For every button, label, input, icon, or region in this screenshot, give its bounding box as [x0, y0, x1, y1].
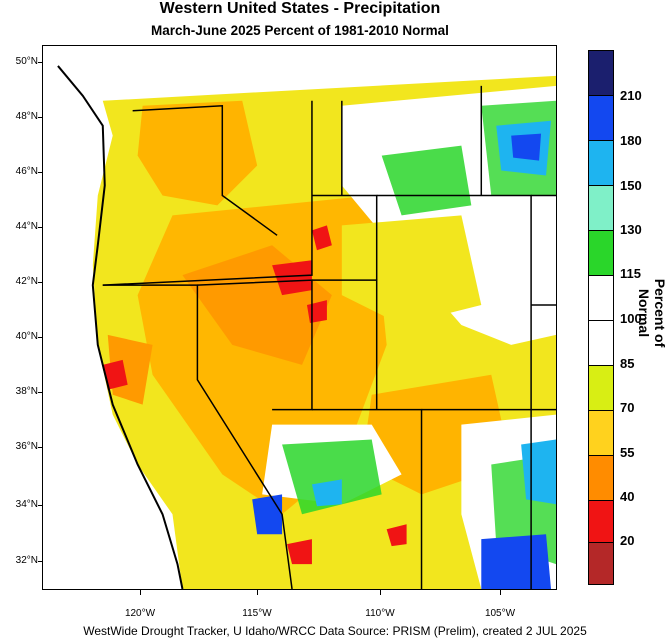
colorbar-bin-85-100	[589, 321, 613, 366]
map-subtitle: March-June 2025 Percent of 1981-2010 Nor…	[151, 23, 449, 38]
colorbar-label: 100	[620, 311, 642, 326]
lat-label-34: 34°N	[15, 499, 38, 510]
colorbar-label: 40	[620, 489, 635, 504]
lat-label-40: 40°N	[15, 331, 38, 342]
colorbar-bin-180-210	[589, 96, 613, 141]
colorbar-bin-20-40	[589, 501, 613, 543]
lat-label-38: 38°N	[15, 386, 38, 397]
lon-label-115w: 115°W	[242, 608, 272, 619]
precipitation-map	[42, 45, 557, 590]
colorbar-label: 20	[620, 533, 635, 548]
lat-label-44: 44°N	[15, 221, 38, 232]
lat-label-50: 50°N	[15, 56, 38, 67]
lon-label-120w: 120°W	[124, 608, 156, 619]
lat-label-48: 48°N	[15, 111, 38, 122]
colorbar-bin-130-150	[589, 186, 613, 231]
colorbar-bin-40-55	[589, 456, 613, 501]
colorbar-bin-55-70	[589, 411, 613, 456]
colorbar-bin-70-85	[589, 366, 613, 411]
colorbar-bin-100-115	[589, 276, 613, 321]
colorbar-label: 70	[620, 400, 635, 415]
colorbar-label: 150	[620, 178, 642, 193]
lat-label-42: 42°N	[15, 276, 38, 287]
lon-label-105w: 105°W	[484, 608, 516, 619]
colorbar-label: 130	[620, 222, 642, 237]
colorbar-label: 180	[620, 133, 642, 148]
lon-label-110w: 110°W	[365, 608, 395, 619]
colorbar-label: 85	[620, 356, 635, 371]
colorbar-bin-115-130	[589, 231, 613, 276]
colorbar-label: 55	[620, 445, 635, 460]
lat-label-46: 46°N	[15, 166, 38, 177]
colorbar-bin-150-180	[589, 141, 613, 186]
map-canvas	[43, 46, 556, 589]
map-title: Western United States - Precipitation	[159, 0, 441, 17]
footer-credit: WestWide Drought Tracker, U Idaho/WRCC D…	[83, 624, 587, 638]
colorbar-label: 210	[620, 88, 642, 103]
lat-label-32: 32°N	[15, 555, 38, 566]
lat-label-36: 36°N	[15, 441, 38, 452]
colorbar-bin-above-210	[589, 51, 613, 96]
colorbar-bin-below-20	[589, 543, 613, 584]
colorbar-title: Percent of Normal	[636, 278, 668, 348]
colorbar	[588, 50, 614, 585]
colorbar-label: 115	[620, 266, 641, 281]
